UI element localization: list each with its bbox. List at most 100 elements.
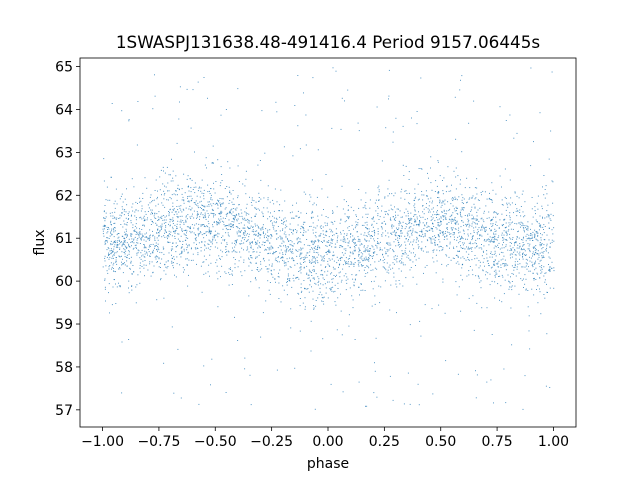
data-point bbox=[491, 226, 493, 227]
data-point bbox=[318, 254, 320, 256]
data-point bbox=[343, 236, 345, 238]
data-point bbox=[390, 268, 392, 270]
data-point bbox=[115, 283, 116, 285]
data-point bbox=[208, 232, 210, 234]
data-point bbox=[212, 236, 214, 238]
data-point bbox=[453, 233, 455, 235]
data-point bbox=[396, 229, 398, 230]
data-point bbox=[442, 231, 444, 233]
data-point bbox=[311, 286, 312, 288]
data-point bbox=[344, 238, 346, 240]
data-point bbox=[237, 266, 239, 268]
data-point bbox=[507, 274, 509, 276]
data-point bbox=[181, 199, 183, 201]
data-point bbox=[367, 245, 369, 247]
data-point bbox=[341, 279, 343, 281]
data-point bbox=[378, 199, 380, 201]
data-point bbox=[362, 289, 364, 291]
data-point bbox=[439, 250, 441, 252]
data-point bbox=[113, 270, 115, 272]
data-point bbox=[339, 222, 341, 224]
data-point bbox=[462, 229, 464, 231]
data-point bbox=[116, 241, 118, 243]
data-point bbox=[445, 231, 447, 233]
data-point bbox=[283, 262, 285, 264]
data-point bbox=[119, 217, 121, 219]
data-point bbox=[401, 188, 403, 190]
data-point bbox=[332, 251, 334, 253]
data-point bbox=[321, 300, 323, 302]
data-point bbox=[454, 199, 456, 200]
data-point bbox=[258, 271, 260, 272]
data-point bbox=[198, 227, 200, 229]
data-point bbox=[347, 217, 349, 219]
data-point bbox=[181, 228, 183, 230]
data-point bbox=[491, 254, 493, 255]
data-point bbox=[175, 190, 177, 192]
data-point bbox=[209, 240, 211, 242]
data-point bbox=[417, 199, 419, 201]
data-point bbox=[434, 220, 436, 222]
data-point bbox=[202, 216, 204, 218]
data-point bbox=[360, 264, 362, 266]
data-point bbox=[418, 257, 420, 259]
data-point bbox=[266, 235, 268, 237]
data-point bbox=[484, 191, 486, 193]
data-point bbox=[489, 199, 491, 200]
data-point bbox=[172, 257, 173, 259]
data-point bbox=[447, 228, 448, 230]
data-point bbox=[415, 265, 416, 266]
data-point bbox=[460, 226, 462, 228]
data-point bbox=[310, 225, 312, 227]
data-point bbox=[332, 223, 334, 225]
data-point bbox=[455, 198, 457, 200]
data-point bbox=[236, 239, 238, 241]
data-point bbox=[458, 196, 460, 198]
data-point bbox=[217, 306, 219, 308]
data-point bbox=[413, 252, 414, 254]
data-point bbox=[134, 244, 136, 246]
data-point bbox=[508, 202, 510, 204]
data-point bbox=[498, 227, 500, 229]
data-point bbox=[321, 214, 323, 216]
data-point bbox=[300, 264, 302, 265]
data-point bbox=[513, 212, 514, 214]
data-point bbox=[551, 180, 553, 182]
data-point bbox=[304, 297, 306, 299]
data-point bbox=[317, 149, 319, 151]
data-point bbox=[502, 204, 504, 206]
data-point bbox=[322, 233, 324, 235]
data-point bbox=[476, 246, 477, 248]
data-point bbox=[203, 193, 205, 194]
data-point bbox=[292, 217, 294, 219]
data-point bbox=[541, 271, 543, 273]
data-point bbox=[525, 254, 527, 256]
data-point bbox=[208, 190, 210, 192]
data-point bbox=[188, 185, 189, 187]
data-point bbox=[285, 249, 287, 251]
data-point bbox=[124, 262, 125, 264]
data-point bbox=[181, 193, 183, 195]
data-point bbox=[408, 227, 410, 229]
data-point bbox=[200, 187, 202, 189]
data-point bbox=[469, 247, 471, 249]
data-point bbox=[127, 219, 129, 220]
data-point bbox=[109, 212, 111, 214]
data-point bbox=[126, 256, 127, 258]
data-point bbox=[291, 258, 293, 260]
data-point bbox=[478, 220, 480, 222]
data-point bbox=[133, 247, 135, 249]
data-point bbox=[366, 249, 368, 251]
data-point bbox=[543, 229, 544, 230]
data-point bbox=[206, 210, 208, 212]
data-point bbox=[360, 252, 362, 254]
data-point bbox=[439, 224, 441, 226]
data-point bbox=[262, 226, 264, 228]
data-point bbox=[299, 258, 301, 260]
data-point bbox=[471, 214, 473, 216]
data-point bbox=[328, 265, 330, 267]
data-point bbox=[353, 210, 355, 212]
data-point bbox=[493, 239, 495, 241]
data-point bbox=[201, 208, 202, 209]
data-point bbox=[268, 259, 270, 261]
